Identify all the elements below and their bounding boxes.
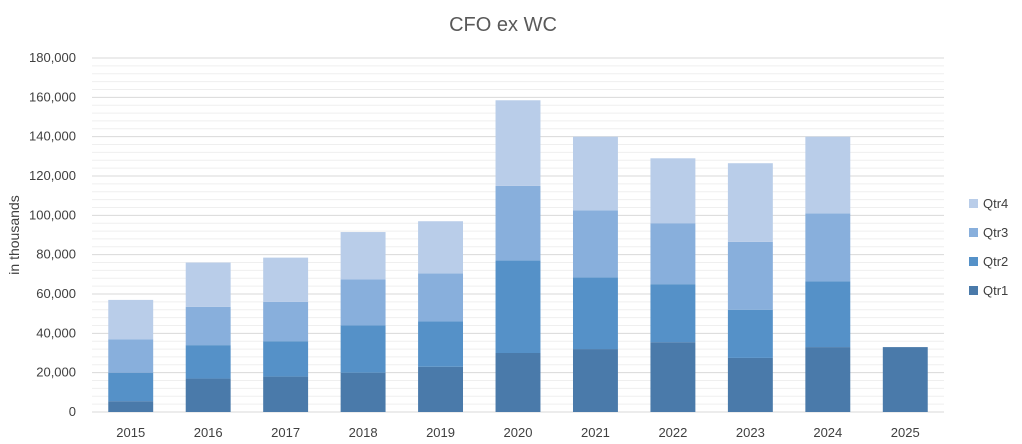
legend-swatch-qtr4 [969,199,978,208]
bar-qtr1-2020 [495,353,541,412]
x-tick-label: 2019 [426,425,455,440]
bar-qtr4-2015 [108,299,154,340]
bar-qtr1-2015 [108,401,154,412]
bar-qtr2-2019 [418,321,464,367]
legend-label-qtr1: Qtr1 [983,283,1008,298]
x-tick-label: 2016 [194,425,223,440]
x-tick-label: 2021 [581,425,610,440]
x-tick-label: 2022 [658,425,687,440]
bar-qtr3-2017 [263,301,309,342]
bar-qtr3-2021 [572,210,618,278]
bar-qtr3-2022 [650,223,696,285]
x-tick-label: 2020 [504,425,533,440]
x-tick-label: 2025 [891,425,920,440]
y-tick-label: 60,000 [36,286,76,301]
x-tick-label: 2024 [813,425,842,440]
bar-qtr1-2016 [185,378,231,412]
bar-qtr1-2018 [340,372,386,412]
bar-qtr2-2023 [727,309,773,358]
y-tick-label: 160,000 [29,89,76,104]
bar-qtr3-2024 [805,213,851,282]
bar-qtr4-2019 [418,221,464,274]
bar-qtr2-2015 [108,372,154,402]
y-tick-label: 40,000 [36,325,76,340]
bar-qtr2-2021 [572,277,618,350]
y-tick-label: 180,000 [29,50,76,65]
bar-qtr2-2016 [185,345,231,379]
x-tick-label: 2017 [271,425,300,440]
legend-label-qtr2: Qtr2 [983,254,1008,269]
x-tick-label: 2023 [736,425,765,440]
legend-swatch-qtr3 [969,228,978,237]
legend-label-qtr3: Qtr3 [983,225,1008,240]
bar-qtr2-2017 [263,341,309,377]
x-axis-ticks: 2015 2016 2017 2018 2019 2020 2021 2022 2023 2024… [116,425,919,440]
y-tick-label: 140,000 [29,129,76,144]
legend-swatch-qtr1 [969,286,978,295]
y-axis-label: in thousands [6,195,22,274]
bar-qtr3-2019 [418,273,464,322]
y-tick-label: 20,000 [36,365,76,380]
bar-qtr4-2018 [340,232,386,280]
bar-qtr4-2023 [727,163,773,242]
legend: Qtr4 Qtr3 Qtr2 Qtr1 [969,196,1008,298]
y-axis-ticks: 0 20,000 40,000 60,000 80,000 100,000 120,000 1… [29,50,76,419]
bar-qtr4-2017 [263,257,309,302]
bar-qtr3-2020 [495,185,541,261]
bar-qtr4-2022 [650,158,696,224]
bar-qtr1-2025 [882,347,928,412]
bar-qtr4-2016 [185,262,231,307]
bar-qtr4-2021 [572,136,618,211]
bar-qtr1-2022 [650,342,696,412]
bars [108,100,928,412]
bar-qtr4-2024 [805,136,851,214]
chart-title: CFO ex WC [449,14,557,36]
bar-qtr2-2022 [650,284,696,343]
x-tick-label: 2018 [349,425,378,440]
y-tick-label: 100,000 [29,207,76,222]
bar-qtr4-2020 [495,100,541,186]
bar-qtr1-2024 [805,347,851,412]
y-tick-label: 80,000 [36,247,76,262]
bar-qtr1-2017 [263,376,309,412]
x-tick-label: 2015 [116,425,145,440]
bar-qtr2-2018 [340,325,386,373]
bar-qtr1-2021 [572,349,618,412]
y-tick-label: 120,000 [29,168,76,183]
bar-qtr3-2015 [108,339,154,373]
bar-qtr3-2023 [727,241,773,310]
legend-swatch-qtr2 [969,257,978,266]
bar-qtr2-2020 [495,260,541,353]
y-tick-label: 0 [69,404,76,419]
bar-qtr1-2023 [727,357,773,412]
bar-qtr3-2018 [340,279,386,326]
bar-qtr2-2024 [805,281,851,348]
bar-qtr1-2019 [418,366,464,412]
bar-qtr3-2016 [185,306,231,346]
legend-label-qtr4: Qtr4 [983,196,1008,211]
